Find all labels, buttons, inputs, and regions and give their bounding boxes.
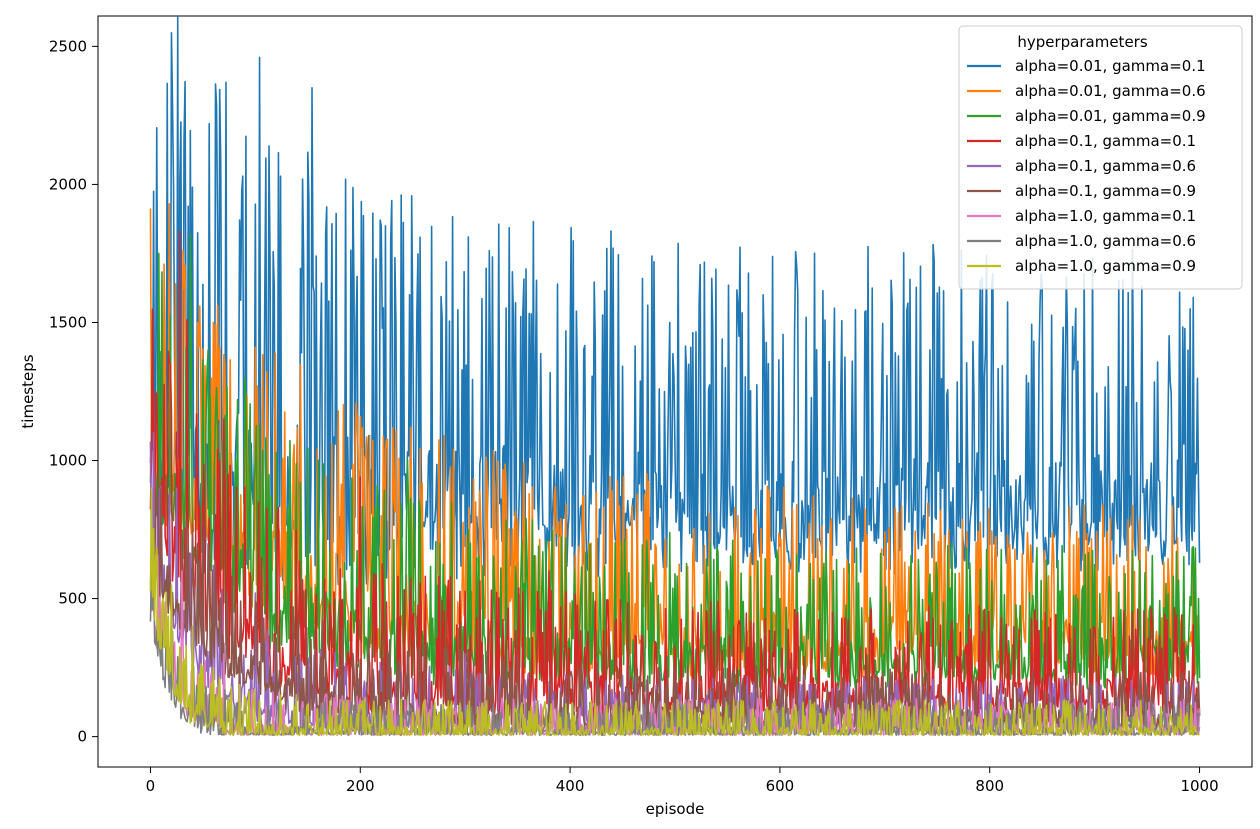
legend-entry-label: alpha=1.0, gamma=0.9 <box>1015 257 1196 275</box>
legend-title: hyperparameters <box>1017 33 1147 51</box>
axes: 0 200 400 600 800 1000 0 500 1000 1500 2000 2500 epi… <box>19 15 1253 818</box>
legend-entry-label: alpha=0.01, gamma=0.9 <box>1015 107 1206 125</box>
series-lines <box>149 16 1201 737</box>
series-line-4 <box>149 230 1201 720</box>
legend-entry-label: alpha=1.0, gamma=0.6 <box>1015 232 1196 250</box>
y-tick-label: 2000 <box>49 175 87 193</box>
series-line-1 <box>149 16 1201 586</box>
legend-entry-label: alpha=0.1, gamma=0.6 <box>1015 157 1196 175</box>
legend-entry-label: alpha=0.01, gamma=0.6 <box>1015 82 1206 100</box>
y-tick-label: 2500 <box>49 37 87 55</box>
x-tick-label: 200 <box>346 777 375 795</box>
x-tick-label: 400 <box>556 777 585 795</box>
legend-entry-label: alpha=0.01, gamma=0.1 <box>1015 57 1206 75</box>
y-tick-label: 0 <box>77 728 87 746</box>
y-tick-label: 1000 <box>49 452 87 470</box>
series-line-9 <box>149 487 1200 737</box>
x-tick-label: 600 <box>766 777 795 795</box>
legend-box <box>958 25 1243 290</box>
x-tick-label: 0 <box>146 777 156 795</box>
y-tick-label: 1500 <box>49 313 87 331</box>
legend-entry-label: alpha=0.1, gamma=0.1 <box>1015 132 1196 150</box>
legend-entry-label: alpha=0.1, gamma=0.9 <box>1015 182 1196 200</box>
plot-frame <box>97 15 1253 768</box>
y-axis-label: timesteps <box>19 354 37 428</box>
y-tick-label: 500 <box>58 590 87 608</box>
legend: hyperparameters alpha=0.01, gamma=0.1 alph… <box>958 25 1243 290</box>
legend-entry-label: alpha=1.0, gamma=0.1 <box>1015 207 1196 225</box>
x-tick-label: 1000 <box>1180 777 1218 795</box>
x-tick-label: 800 <box>975 777 1004 795</box>
x-axis-label: episode <box>646 800 705 818</box>
series-line-8 <box>149 563 1201 737</box>
